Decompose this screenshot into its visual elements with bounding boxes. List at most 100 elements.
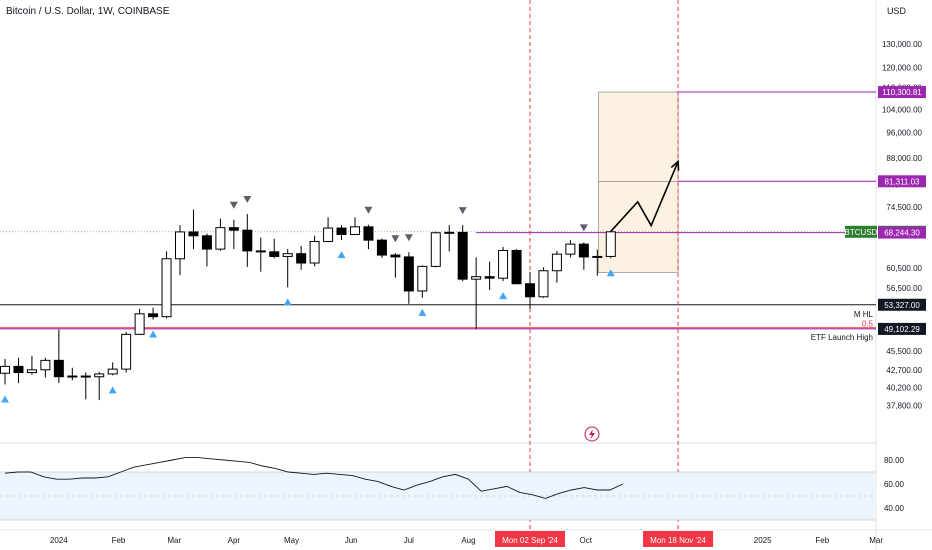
candle [309,235,320,267]
date-marker-label: Mon 18 Nov '24 [650,536,706,545]
candle-body-up [107,368,118,375]
price-label-badge [878,86,926,99]
candle [40,357,51,378]
candle-body-up [444,231,455,234]
candle [296,245,307,270]
candle-body-down [242,229,253,252]
price-label-text: 110,300.81 [882,88,922,97]
time-tick-label: Jul [404,536,414,545]
candle-body-up [161,258,172,318]
up-arrow-marker [1,395,9,403]
candle-body-up [471,276,482,280]
candle-body-down [525,283,535,298]
candle [363,224,374,250]
chart-title: Bitcoin / U.S. Dollar, 1W, COINBASE [6,6,170,17]
price-label-text: 68,244.30 [884,229,920,238]
price-label-text: 49,102.29 [884,325,920,334]
candle-body-down [484,276,495,279]
date-marker-badge [643,531,714,547]
time-tick-label: Aug [461,536,475,545]
time-tick-label: 2025 [754,536,772,545]
time-tick-label: Apr [228,536,241,545]
candle [0,359,10,385]
time-tick-label: 2024 [50,536,68,545]
price-label-text: 81,311.03 [885,177,921,186]
price-label-badge [878,226,926,239]
candle [592,249,603,276]
projection-path [610,161,679,233]
symbol-tag-badge [845,225,877,238]
price-tick-label: 74,500.00 [886,203,922,212]
candle-body-up [121,333,132,370]
candle-body-down [201,235,212,250]
candle-body-up [134,313,145,335]
candle [94,371,105,401]
candle-body-up [309,240,320,264]
candle-body-down [80,375,91,378]
candle-body-down [228,227,239,231]
candle-body-up [26,369,37,374]
price-label-badge [878,298,926,311]
rsi-tick-label: 80.00 [884,456,905,465]
time-tick-label: Mar [167,536,181,545]
candle [390,253,401,278]
candle-body-down [511,249,522,285]
candle [444,225,455,252]
symbol-tag-text: BTCUSD [845,228,878,237]
candle [121,331,132,373]
down-arrow-marker [364,206,373,214]
candle [228,219,239,250]
candle-body-down [363,226,374,241]
candle-body-up [323,227,334,242]
currency-label: USD [886,6,906,16]
time-tick-label: Jun [345,536,358,545]
candle-body-up [565,243,576,255]
price-tick-label: 45,500.00 [886,347,922,356]
price-tick-label: 120,000.00 [882,63,923,72]
candle [605,230,616,259]
candle [161,251,172,319]
candle [430,231,441,268]
candle [551,250,562,283]
candle [323,217,334,243]
candle [215,218,226,251]
candle-body-up [215,227,226,250]
time-tick-label: May [284,536,299,545]
candle-body-down [296,253,307,264]
candle-body-up [498,249,509,279]
lightning-icon [584,426,600,442]
level-label-etf: ETF Launch High [811,333,873,342]
candle-body-up [592,255,603,258]
candle [336,225,347,241]
candle [525,271,535,309]
candle-body-up [430,232,441,267]
candle-body-down [269,251,280,257]
price-tick-label: 37,800.00 [886,401,922,410]
down-arrow-marker [579,224,588,232]
candle [484,261,495,290]
candle [376,238,387,258]
candle-body-down [376,239,387,256]
price-label-text: 53,327.00 [884,301,920,310]
candle [67,367,78,381]
candle [498,246,509,282]
candle [80,372,91,400]
candle [107,362,118,376]
down-arrow-marker [243,196,252,204]
candle [255,237,266,272]
candle-body-down [255,250,266,253]
candle [188,209,199,250]
candle-body-up [94,373,105,378]
price-tick-label: 56,500.00 [886,284,922,293]
candle-body-up [0,365,10,374]
time-tick-label: Feb [112,536,126,545]
up-arrow-marker [108,386,117,394]
up-arrow-marker [149,330,158,338]
up-arrow-marker [499,292,508,300]
candle [175,225,185,276]
price-tick-label: 130,000.00 [882,40,923,49]
candle-body-down [457,231,468,280]
down-arrow-marker [404,234,413,242]
price-label-badge [878,175,926,188]
